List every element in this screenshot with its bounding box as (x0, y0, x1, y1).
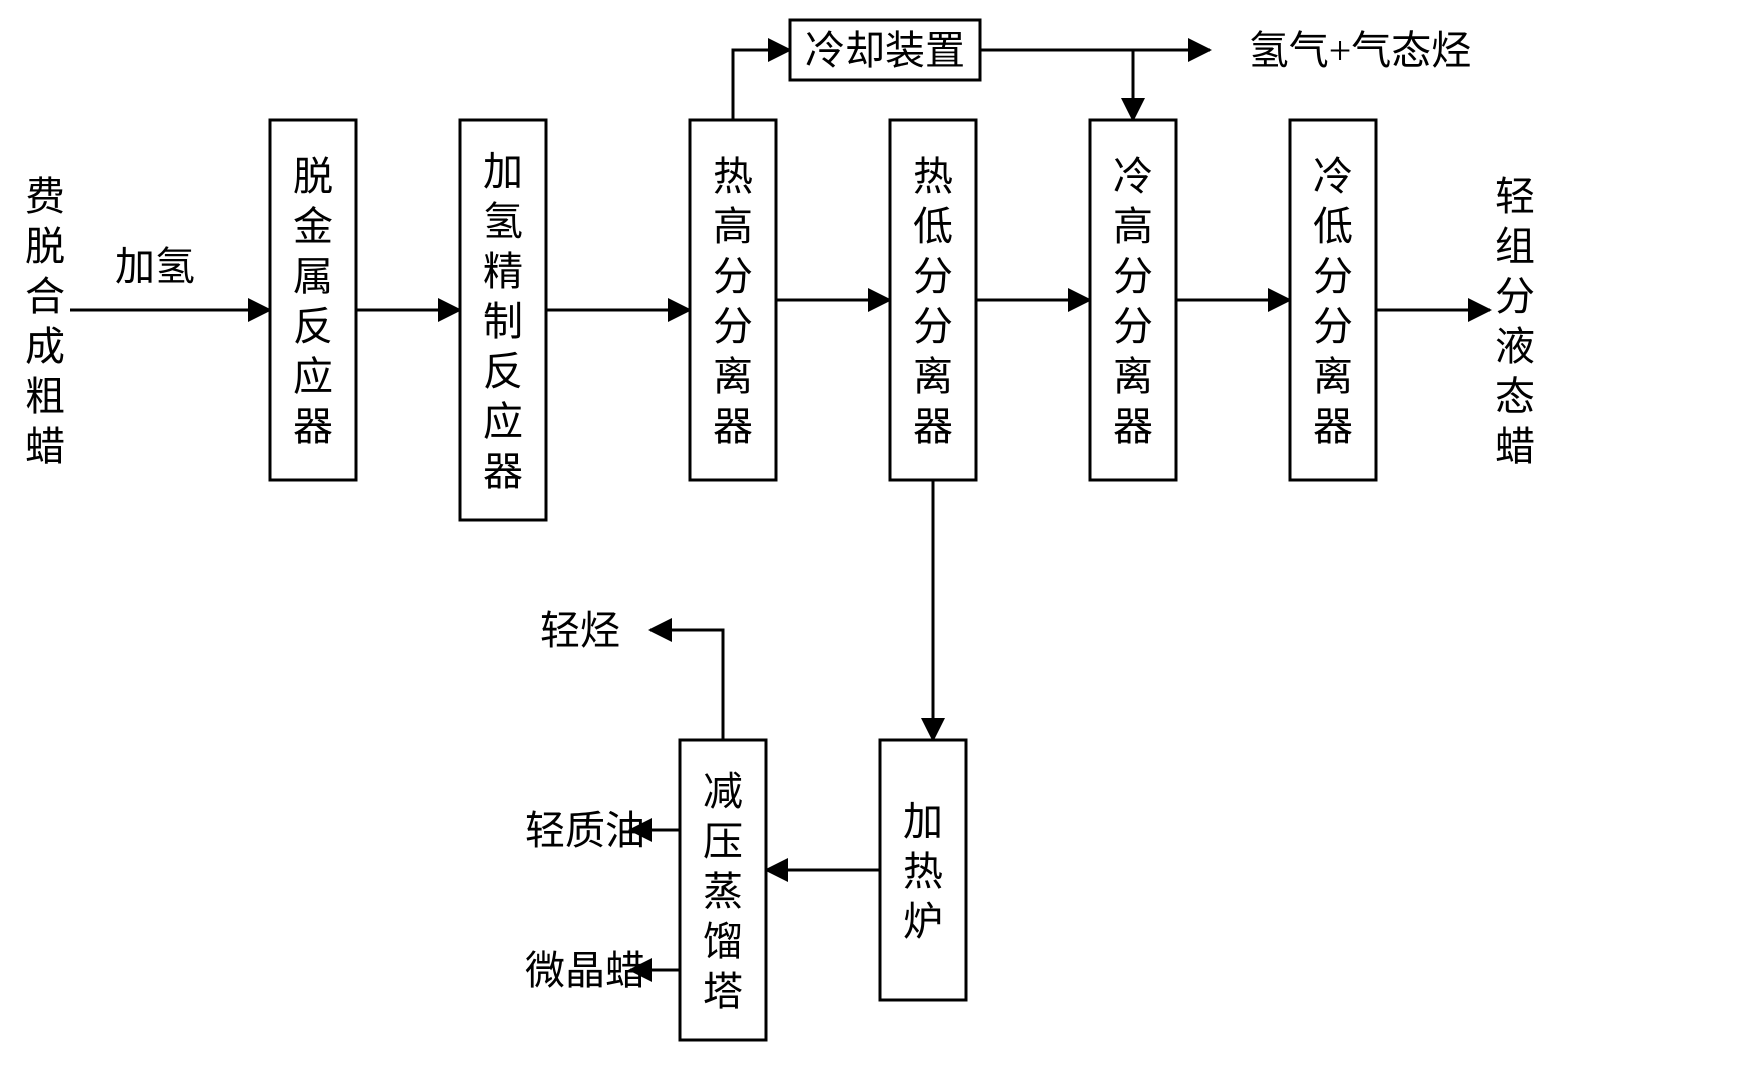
node-label-n5: 器 (1113, 404, 1153, 449)
node-label-n2: 应 (483, 399, 523, 444)
edge-n5-geo (1133, 50, 1210, 120)
node-microwax: 微晶蜡 (525, 948, 645, 993)
node-label-n4: 低 (913, 204, 953, 249)
node-label-n6: 分 (1313, 304, 1353, 349)
node-label-lighthc: 轻烃 (540, 608, 620, 653)
edge-vdist-lighthc (650, 630, 723, 740)
node-label-furnace: 热 (903, 849, 943, 894)
node-n3: 热高分分离器 (690, 120, 776, 480)
node-label-n1: 脱 (293, 154, 333, 199)
node-label-n4: 分 (913, 254, 953, 299)
node-input: 费脱合成粗蜡 (25, 174, 65, 469)
node-label-n1: 属 (293, 254, 333, 299)
node-label-output1: 轻 (1495, 174, 1535, 219)
node-label-input: 合 (25, 274, 65, 319)
node-label-n1: 应 (293, 354, 333, 399)
node-label-microwax: 微晶蜡 (525, 948, 645, 993)
node-label-n6: 低 (1313, 204, 1353, 249)
node-lighthc: 轻烃 (540, 608, 620, 653)
node-label-vdist: 塔 (703, 969, 743, 1014)
node-vdist: 减压蒸馏塔 (680, 740, 766, 1040)
node-label-geo: 氢气+气态烃 (1249, 28, 1472, 73)
node-label-vdist: 蒸 (703, 869, 743, 914)
node-n4: 热低分分离器 (890, 120, 976, 480)
node-label-cooler: 冷却装置 (805, 28, 965, 73)
node-label-n5: 分 (1113, 254, 1153, 299)
node-output1: 轻组分液态蜡 (1495, 174, 1535, 469)
node-label-n3: 热 (713, 154, 753, 199)
node-label-n5: 离 (1113, 354, 1153, 399)
node-label-n1: 器 (293, 404, 333, 449)
node-lightoil: 轻质油 (525, 808, 645, 853)
node-n6: 冷低分分离器 (1290, 120, 1376, 480)
node-label-n1: 反 (293, 304, 333, 349)
node-label-n5: 分 (1113, 304, 1153, 349)
node-label-n5: 冷 (1113, 154, 1153, 199)
edge-cooler-n5 (980, 50, 1133, 120)
node-label-lightoil: 轻质油 (525, 808, 645, 853)
node-label-n3: 高 (713, 204, 753, 249)
node-label-n4: 器 (913, 404, 953, 449)
node-label-input: 费 (25, 174, 65, 219)
node-n1: 脱金属反应器 (270, 120, 356, 480)
node-geo: 氢气+气态烃 (1249, 28, 1472, 73)
node-label-n6: 冷 (1313, 154, 1353, 199)
node-label-input: 粗 (25, 374, 65, 419)
node-label-furnace: 炉 (903, 899, 943, 944)
node-label-n3: 分 (713, 254, 753, 299)
node-label-n6: 器 (1313, 404, 1353, 449)
node-label-n3: 器 (713, 404, 753, 449)
node-label-n2: 氢 (483, 199, 523, 244)
node-label-n2: 制 (483, 299, 523, 344)
node-label-input: 蜡 (25, 424, 65, 469)
edge-label-input-n1: 加氢 (115, 244, 195, 289)
node-label-n6: 分 (1313, 254, 1353, 299)
node-label-n3: 离 (713, 354, 753, 399)
node-label-output1: 态 (1495, 374, 1535, 419)
node-label-n1: 金 (293, 204, 333, 249)
node-label-input: 成 (25, 324, 65, 369)
node-label-n2: 反 (483, 349, 523, 394)
node-label-n3: 分 (713, 304, 753, 349)
node-label-vdist: 减 (703, 769, 743, 814)
node-n5: 冷高分分离器 (1090, 120, 1176, 480)
node-label-n6: 离 (1313, 354, 1353, 399)
node-label-n4: 分 (913, 304, 953, 349)
node-n2: 加氢精制反应器 (460, 120, 546, 520)
edge-n3-cooler (733, 50, 790, 120)
node-label-output1: 液 (1495, 324, 1535, 369)
node-label-vdist: 馏 (703, 919, 743, 964)
node-label-output1: 蜡 (1495, 424, 1535, 469)
node-label-n4: 热 (913, 154, 953, 199)
node-label-output1: 组 (1495, 224, 1535, 269)
node-label-output1: 分 (1495, 274, 1535, 319)
node-label-n4: 离 (913, 354, 953, 399)
node-label-n5: 高 (1113, 204, 1153, 249)
node-label-n2: 加 (483, 149, 523, 194)
node-cooler: 冷却装置 (790, 20, 980, 80)
node-label-furnace: 加 (903, 799, 943, 844)
node-label-vdist: 压 (703, 819, 743, 864)
node-label-n2: 器 (483, 449, 523, 494)
node-label-n2: 精 (483, 249, 523, 294)
node-label-input: 脱 (25, 224, 65, 269)
node-furnace: 加热炉 (880, 740, 966, 1000)
